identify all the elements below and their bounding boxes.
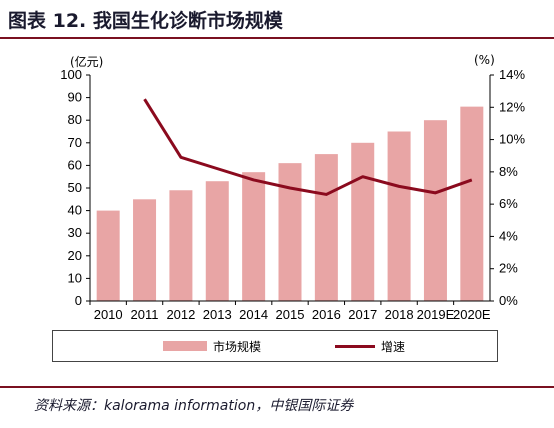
- bar-2015: [278, 163, 302, 301]
- left-tick-label: 80: [68, 112, 82, 127]
- left-tick-label: 100: [60, 67, 82, 82]
- x-tick-label: 2019E: [417, 307, 455, 322]
- left-tick-label: 90: [68, 90, 82, 105]
- left-tick-label: 70: [68, 135, 82, 150]
- left-tick-label: 30: [68, 225, 82, 240]
- legend-bar-label: 市场规模: [213, 339, 262, 354]
- right-axis-unit: (%): [474, 53, 495, 67]
- x-tick-label: 2018: [385, 307, 414, 322]
- right-tick-label: 4%: [499, 228, 518, 243]
- right-tick-label: 6%: [499, 196, 518, 211]
- left-tick-label: 20: [68, 248, 82, 263]
- x-tick-label: 2017: [348, 307, 377, 322]
- legend-bar-swatch: [163, 341, 207, 351]
- legend-line-swatch: [335, 344, 375, 348]
- x-tick-label: 2015: [276, 307, 305, 322]
- bar-2018: [387, 131, 411, 301]
- x-tick-label: 2020E: [453, 307, 491, 322]
- legend: 市场规模 增速: [52, 330, 498, 362]
- left-tick-label: 10: [68, 270, 82, 285]
- left-axis-unit: (亿元): [70, 54, 103, 69]
- left-tick-label: 0: [75, 293, 82, 308]
- x-tick-label: 2011: [131, 307, 159, 322]
- growth-rate-line: [143, 98, 473, 196]
- right-tick-label: 0%: [499, 293, 518, 308]
- x-tick-label: 2014: [239, 307, 268, 322]
- left-tick-label: 50: [68, 180, 82, 195]
- bar-2017: [351, 142, 375, 301]
- legend-item-bar: 市场规模: [163, 331, 261, 361]
- x-tick-label: 2010: [94, 307, 123, 322]
- right-tick-label: 14%: [499, 67, 525, 82]
- bar-2013: [205, 181, 229, 301]
- left-tick-label: 40: [68, 203, 82, 218]
- bar-2010: [96, 210, 120, 301]
- x-tick-label: 2016: [312, 307, 341, 322]
- chart: 0 10 20 30 40 50 60 70 80 90 100 0% 2% 4% 6% 8% 10% 12% 14…: [60, 53, 525, 322]
- legend-item-line: 增速: [335, 331, 405, 361]
- left-tick-label: 60: [68, 157, 82, 172]
- bar-2012: [169, 190, 193, 301]
- x-tick-label: 2012: [166, 307, 195, 322]
- legend-line-label: 增速: [381, 339, 406, 354]
- right-tick-label: 2%: [499, 261, 518, 276]
- right-tick-label: 12%: [499, 99, 525, 114]
- bar-2016: [314, 154, 338, 301]
- bar-2014: [242, 172, 266, 301]
- bar-2019E: [423, 120, 447, 301]
- right-tick-label: 10%: [499, 132, 525, 147]
- figure-title: 图表 12. 我国生化诊断市场规模: [8, 10, 283, 32]
- bar-2011: [133, 199, 157, 301]
- x-tick-label: 2013: [203, 307, 232, 322]
- right-tick-label: 8%: [499, 164, 518, 179]
- bar-2020E: [460, 106, 484, 301]
- source-note: 资料来源：kalorama information，中银国际证券: [34, 398, 354, 414]
- source-rule: [0, 386, 554, 388]
- title-rule: [0, 37, 554, 39]
